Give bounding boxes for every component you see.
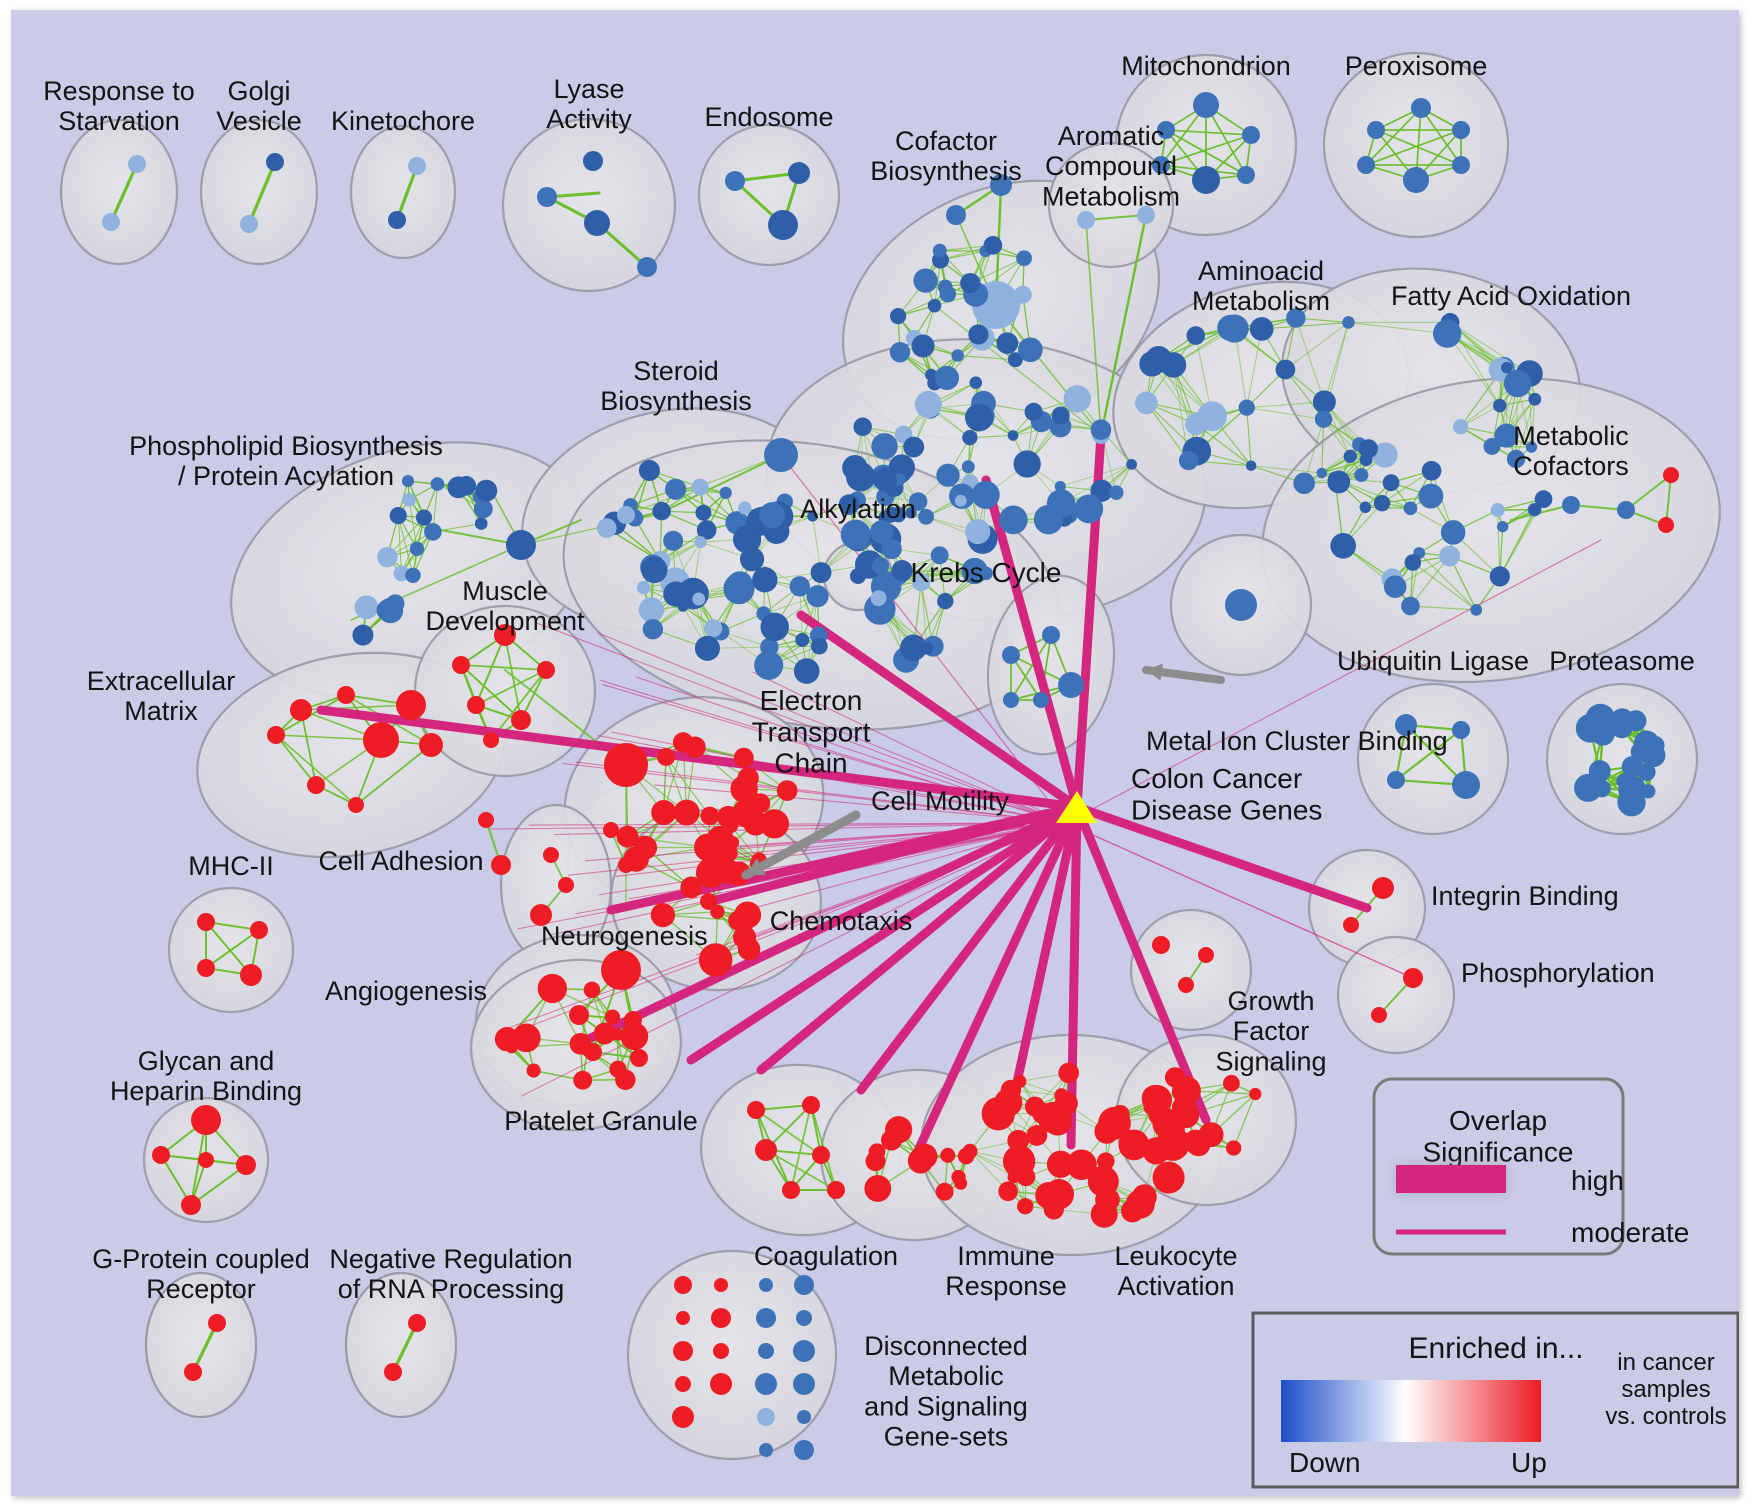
svg-text:Fatty Acid Oxidation: Fatty Acid Oxidation — [1391, 281, 1631, 311]
svg-text:Chemotaxis: Chemotaxis — [770, 906, 913, 936]
svg-text:Down: Down — [1289, 1447, 1361, 1478]
svg-text:Cell Adhesion: Cell Adhesion — [318, 846, 483, 876]
svg-text:Coagulation: Coagulation — [754, 1241, 898, 1271]
svg-text:Proteasome: Proteasome — [1549, 646, 1695, 676]
svg-text:Enriched in...: Enriched in... — [1408, 1332, 1583, 1365]
svg-text:Integrin Binding: Integrin Binding — [1431, 881, 1619, 911]
svg-text:moderate: moderate — [1571, 1217, 1689, 1248]
svg-text:Angiogenesis: Angiogenesis — [325, 976, 487, 1006]
svg-text:Peroxisome: Peroxisome — [1345, 51, 1488, 81]
svg-text:Cell Motility: Cell Motility — [871, 786, 1010, 816]
svg-text:Metal Ion Cluster Binding: Metal Ion Cluster Binding — [1146, 726, 1448, 756]
svg-text:Krebs Cycle: Krebs Cycle — [911, 557, 1062, 588]
svg-text:Ubiquitin Ligase: Ubiquitin Ligase — [1337, 646, 1529, 676]
svg-text:Up: Up — [1511, 1447, 1547, 1478]
svg-text:Neurogenesis: Neurogenesis — [541, 921, 708, 951]
svg-text:Alkylation: Alkylation — [800, 494, 916, 524]
svg-text:MHC-II: MHC-II — [188, 851, 273, 881]
svg-text:Mitochondrion: Mitochondrion — [1121, 51, 1291, 81]
svg-text:Phosphorylation: Phosphorylation — [1461, 958, 1655, 988]
svg-text:Kinetochore: Kinetochore — [331, 106, 475, 136]
svg-text:Endosome: Endosome — [704, 102, 833, 132]
svg-text:Platelet Granule: Platelet Granule — [504, 1106, 698, 1136]
svg-text:high: high — [1571, 1165, 1624, 1196]
